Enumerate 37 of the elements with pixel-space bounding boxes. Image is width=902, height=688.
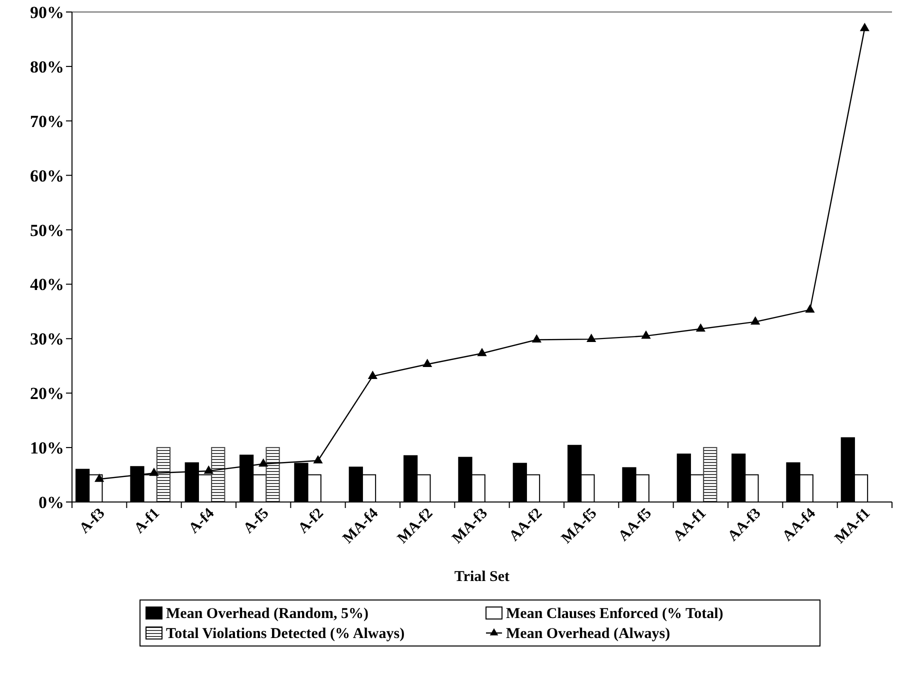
point (586, 334, 596, 342)
y-tick-label: 0% (38, 493, 64, 512)
point (641, 330, 651, 339)
y-tick-label: 60% (30, 166, 64, 186)
point (149, 468, 159, 476)
point (477, 348, 487, 356)
y-tick-label: 80% (30, 57, 64, 76)
y-tick-label: 10% (30, 438, 64, 458)
point (422, 358, 432, 368)
legend-label: Mean Overhead (Random, 5%) (166, 606, 368, 622)
point (204, 465, 214, 474)
x-tick-label: A-f2 (295, 506, 327, 537)
point (805, 304, 815, 313)
y-tick-label: 30% (30, 330, 64, 349)
bar (211, 447, 226, 502)
x-tick-label: A-f1 (131, 506, 163, 537)
point (258, 458, 268, 467)
legend-label: Mean Clauses Enforced (% Total) (506, 606, 724, 622)
point (368, 370, 378, 380)
bar (266, 447, 280, 502)
bar (156, 447, 171, 502)
point (750, 316, 760, 325)
y-tick-label: 40% (30, 275, 64, 294)
point (860, 22, 870, 32)
point (532, 334, 542, 343)
x-tick-label: A-f3 (76, 506, 108, 537)
y-tick-label: 90% (30, 3, 64, 22)
legend-label: Total Violations Detected (% Always) (166, 626, 405, 642)
point (94, 474, 104, 482)
y-tick-label: 50% (30, 220, 64, 240)
y-tick-label: 20% (30, 384, 64, 404)
bar (703, 447, 718, 502)
point (313, 455, 323, 464)
y-tick-label: 70% (30, 112, 64, 131)
legend-label: Mean Overhead (Always) (506, 626, 670, 642)
x-axis-title: Trial Set (454, 569, 510, 585)
point (696, 323, 706, 332)
